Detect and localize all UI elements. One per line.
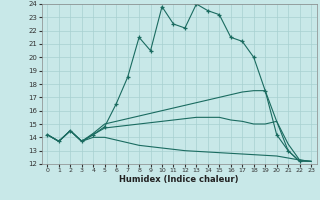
X-axis label: Humidex (Indice chaleur): Humidex (Indice chaleur)	[119, 175, 239, 184]
